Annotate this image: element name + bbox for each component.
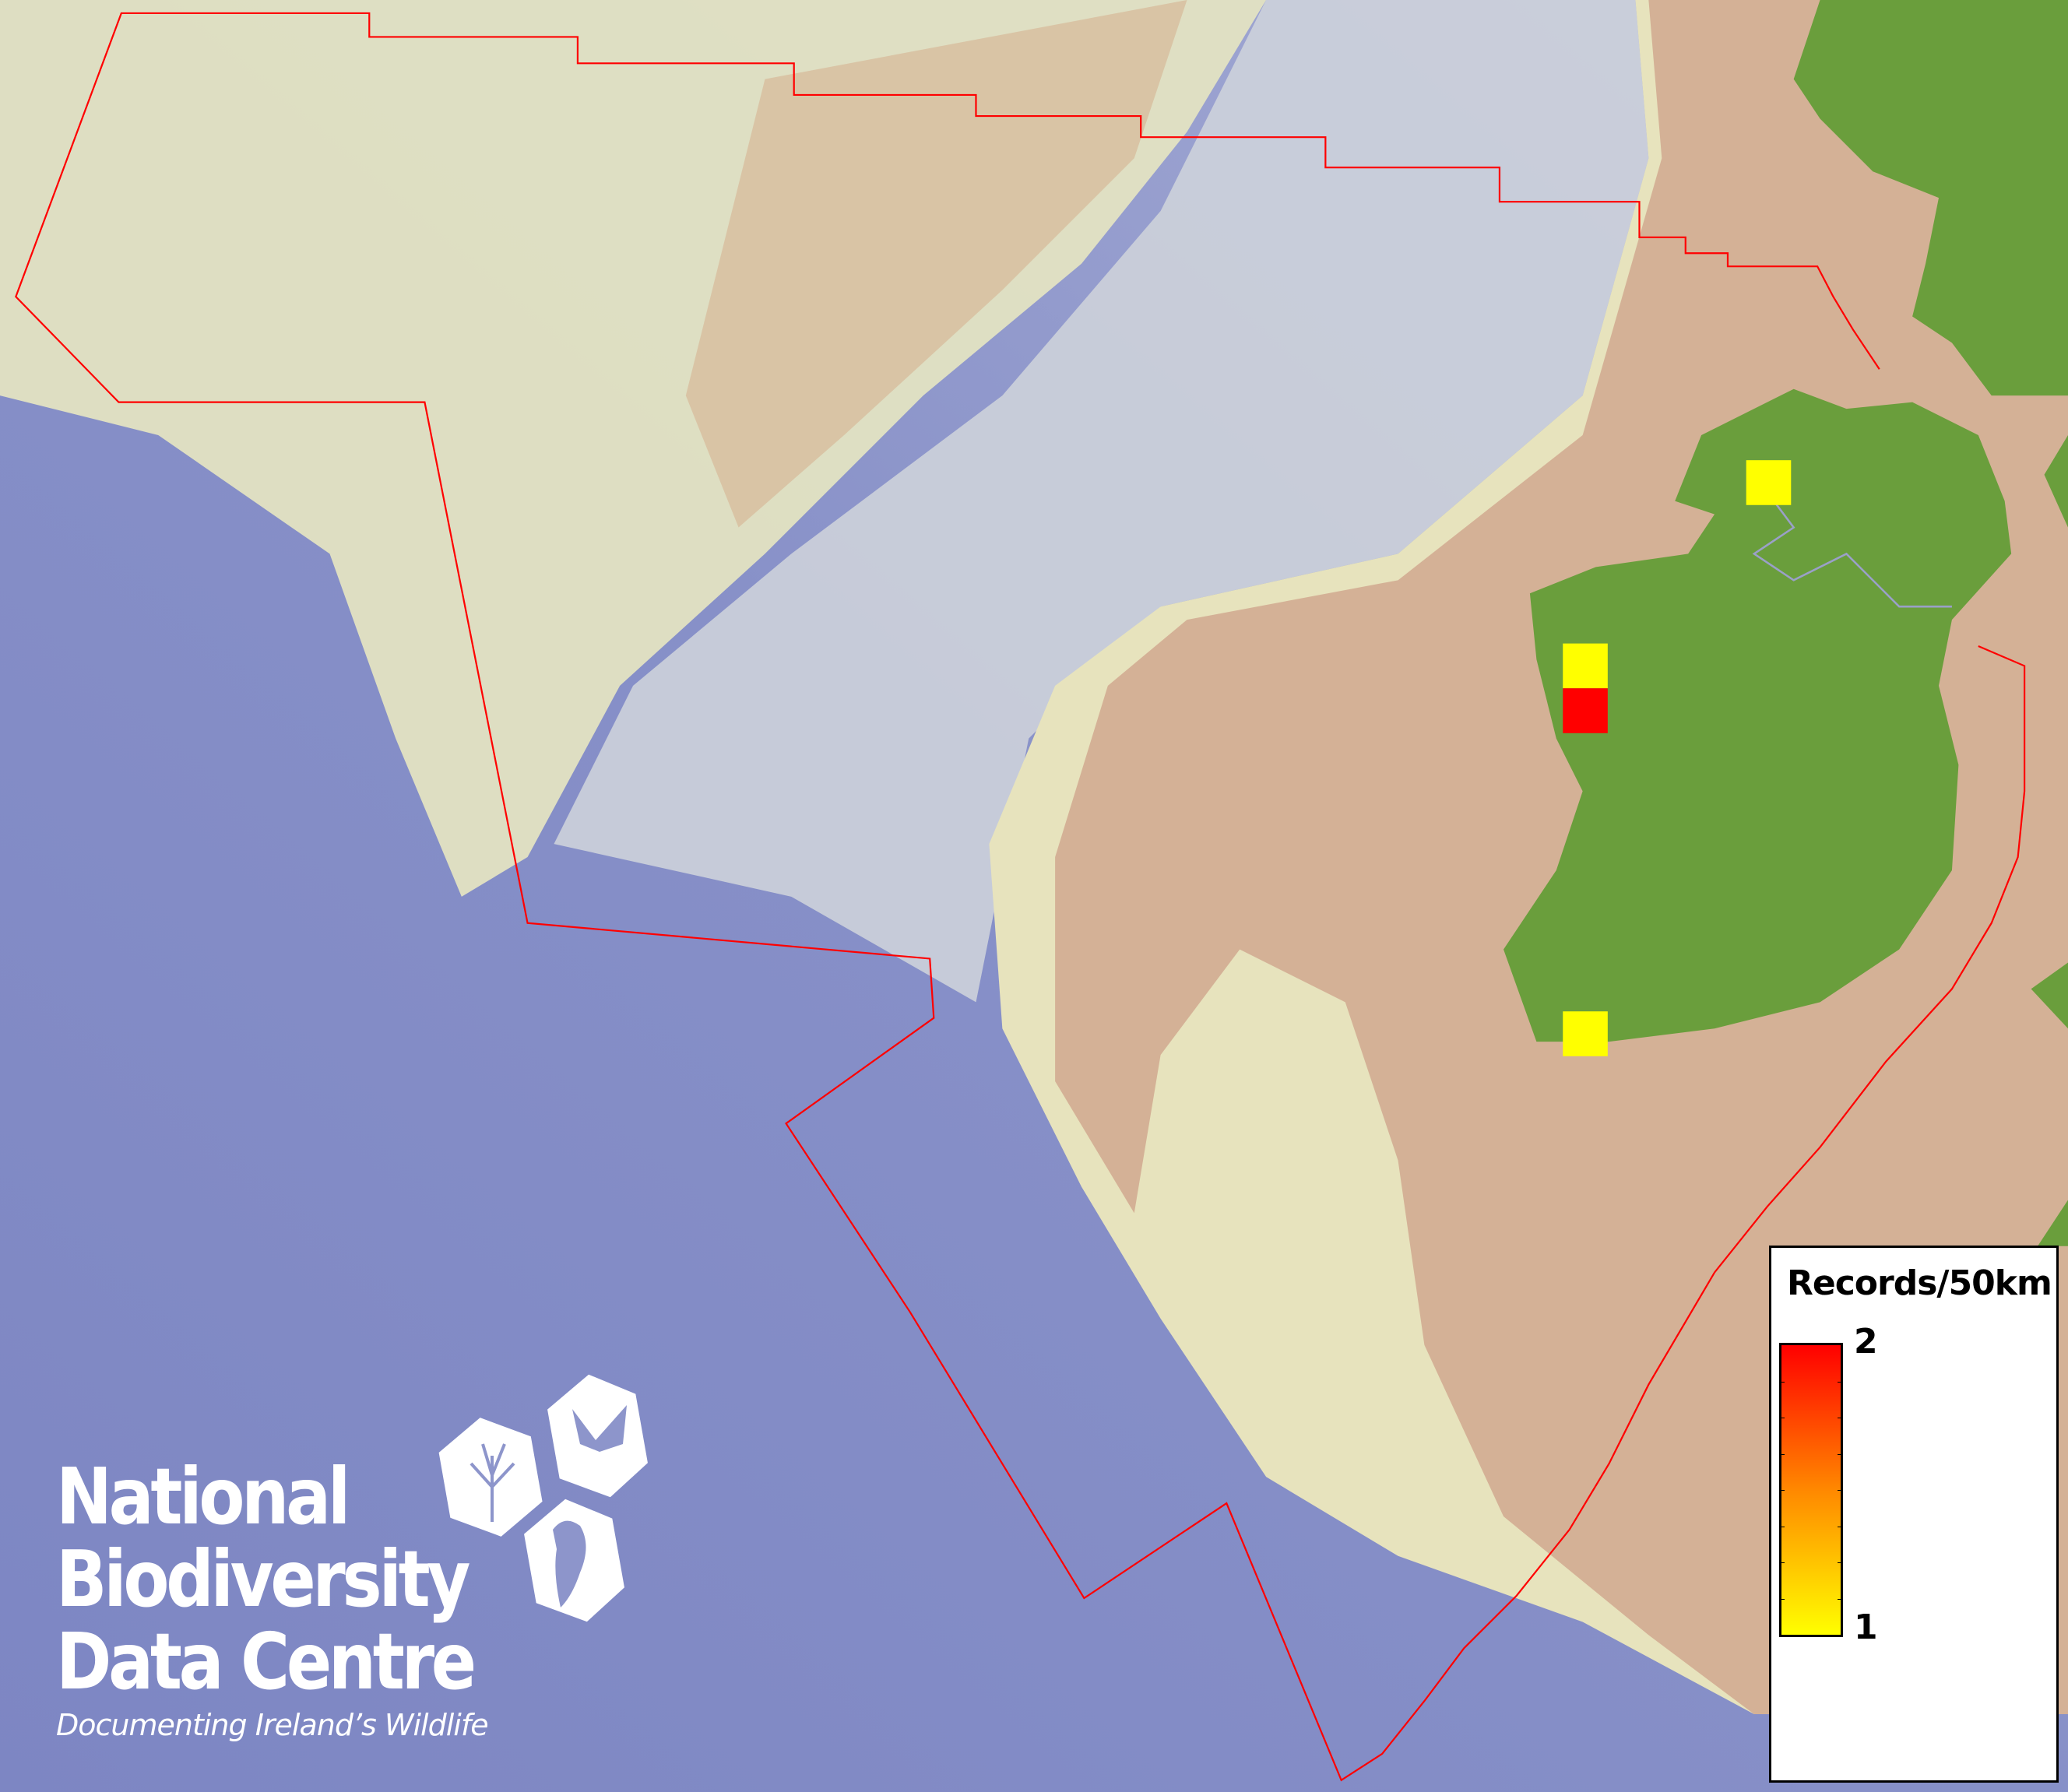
butterfly-icon [547, 1374, 648, 1498]
records-layer [1563, 460, 1792, 1056]
legend-max-label: 2 [1854, 1322, 1878, 1362]
seahorse-icon [524, 1499, 624, 1622]
plateau-upper [685, 0, 1187, 528]
britain-landmass [2031, 434, 2068, 1246]
tree-icon [438, 1418, 543, 1537]
logo-tagline: Documenting Ireland’s Wildlife [56, 1708, 489, 1742]
logo-line-biodiversity: Biodiversity [56, 1534, 470, 1625]
legend-title: Records/50km [1787, 1263, 2052, 1303]
ireland-landmass [1504, 388, 2012, 1042]
rockall-trough [554, 0, 1649, 1003]
ndbc-logo: National Biodiversity Data Centre Docume… [56, 1451, 541, 1743]
logo-line-national: National [56, 1451, 350, 1542]
record-grid-square[interactable] [1746, 460, 1792, 505]
northern-ireland-border [1752, 474, 1952, 608]
ndbc-logo-mark [438, 1374, 648, 1622]
scotland-landmass [1793, 0, 2068, 396]
logo-line-data-centre: Data Centre [56, 1616, 477, 1707]
record-grid-square[interactable] [1563, 1011, 1608, 1056]
legend-color-ramp [1779, 1343, 1843, 1637]
record-grid-square[interactable] [1563, 643, 1608, 689]
record-grid-square[interactable] [1563, 688, 1608, 733]
area-boundary-line [15, 12, 2026, 1782]
legend-min-label: 1 [1854, 1608, 1878, 1647]
legend: Records/50km 2 1 [1769, 1246, 2059, 1783]
